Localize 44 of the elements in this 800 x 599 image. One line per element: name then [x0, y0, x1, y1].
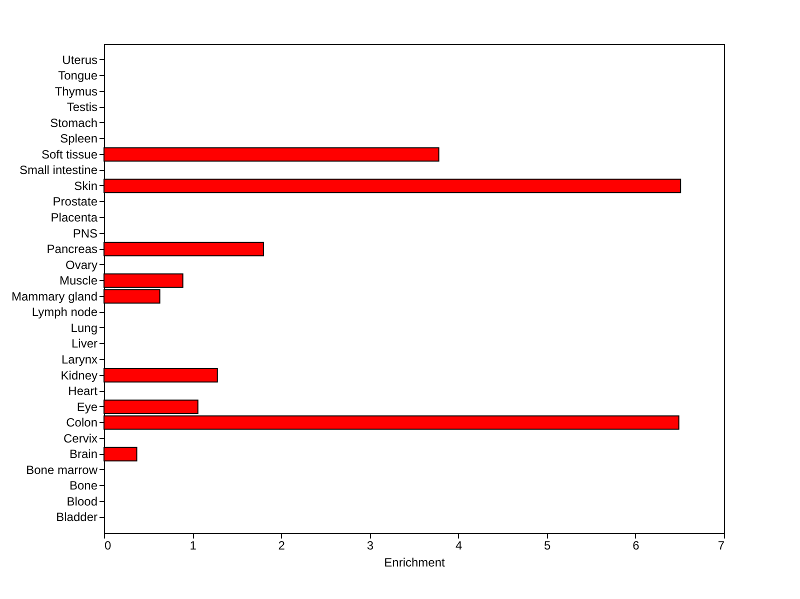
y-tick-label: Skin	[74, 178, 98, 193]
y-tick-label: Heart	[68, 384, 98, 398]
y-tick-label: Liver	[71, 336, 98, 351]
y-tick-label: Placenta	[50, 210, 98, 225]
y-tick-label: Mammary gland	[11, 289, 98, 304]
y-tick-label: Lung	[70, 320, 98, 335]
bar	[104, 368, 218, 382]
x-axis-title: Enrichment	[384, 556, 446, 570]
x-tick-label: 3	[366, 538, 374, 552]
y-tick-label: Pancreas	[46, 242, 98, 256]
y-tick-label: Colon	[66, 416, 98, 430]
y-tick-label: Kidney	[60, 368, 98, 382]
bar	[104, 446, 138, 462]
bar	[104, 242, 264, 256]
x-tick-label: 5	[544, 538, 552, 552]
bar	[104, 178, 682, 194]
y-tick-label: Brain	[69, 447, 98, 462]
y-tick-label: Cervix	[63, 431, 98, 446]
y-tick-label: Thymus	[54, 84, 98, 98]
x-tick-label: 6	[632, 538, 640, 552]
y-tick-label: Larynx	[61, 352, 98, 366]
y-tick-label: Tongue	[58, 68, 98, 83]
y-tick-label: Bone marrow	[26, 462, 98, 477]
bar	[104, 147, 440, 162]
y-tick-label: Spleen	[60, 132, 98, 146]
y-tick-label: Prostate	[52, 194, 98, 209]
x-tick-label: 2	[278, 538, 286, 552]
y-tick-label: Bone	[69, 478, 98, 493]
x-tick-label: 4	[455, 538, 462, 552]
y-tick-label: Bladder	[56, 510, 98, 524]
y-tick-label: PNS	[72, 226, 98, 240]
x-tick-label: 1	[190, 538, 197, 552]
x-tick-label: 0	[104, 538, 112, 552]
y-tick-label: Ovary	[65, 258, 98, 272]
y-tick-label: Blood	[66, 494, 98, 508]
x-tick-label: 7	[718, 538, 725, 552]
y-tick-label: Small intestine	[19, 163, 98, 178]
y-tick-label: Stomach	[50, 116, 98, 130]
y-tick-label: Lymph node	[32, 305, 98, 320]
y-tick-label: Testis	[66, 100, 98, 114]
y-tick-label: Eye	[76, 400, 98, 414]
y-tick-label: Muscle	[59, 274, 98, 288]
y-tick-label: Uterus	[62, 52, 98, 67]
y-tick-label: Soft tissue	[41, 147, 98, 162]
